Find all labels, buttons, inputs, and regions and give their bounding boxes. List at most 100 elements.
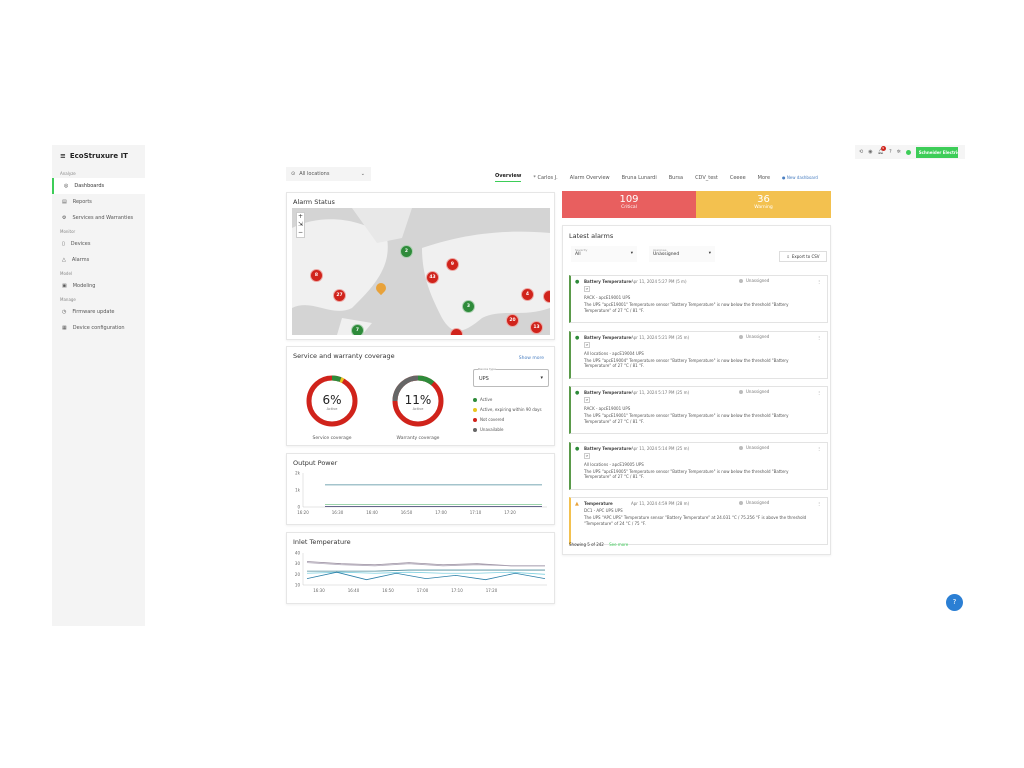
- sidebar-item-label: Dashboards: [74, 183, 105, 189]
- sidebar-item[interactable]: ▦ Device configuration: [52, 320, 145, 336]
- y-tick-label: 0: [297, 505, 300, 510]
- sidebar-item[interactable]: ⚙ Services and Warranties: [52, 210, 145, 226]
- tab[interactable]: CDV_test: [695, 174, 718, 181]
- check-circle-icon: ●: [575, 279, 580, 285]
- alarm-marker[interactable]: 3: [462, 300, 475, 313]
- new-dashboard-button[interactable]: ● New dashboard: [782, 175, 818, 180]
- user-icon[interactable]: ◉: [868, 149, 873, 155]
- card-title: Latest alarms: [569, 232, 614, 240]
- sidebar-item[interactable]: △ Alarms: [52, 252, 145, 268]
- notification-badge: 9: [880, 146, 886, 151]
- sidebar-item[interactable]: ▯ Devices: [52, 236, 145, 252]
- active-arc: [392, 375, 444, 427]
- export-csv-button[interactable]: ⇩ Export to CSV: [779, 251, 827, 262]
- acknowledge-icon[interactable]: ⟳: [584, 397, 590, 403]
- series-line: [306, 571, 546, 581]
- tab[interactable]: Overview: [495, 173, 522, 182]
- alarm-item[interactable]: ● Battery Temperature Apr 11, 2024 5:27 …: [569, 275, 828, 323]
- acknowledge-icon[interactable]: ⟳: [584, 341, 590, 348]
- alarm-marker[interactable]: 13: [530, 321, 543, 334]
- alarm-marker[interactable]: 20: [506, 314, 519, 327]
- tab[interactable]: Bursa: [668, 174, 684, 181]
- alarm-marker[interactable]: 43: [426, 271, 439, 284]
- map[interactable]: + ⇲ − 2 9 43 8 27 3 4 20 13 7: [292, 208, 550, 335]
- tab[interactable]: * Carlos J.: [533, 174, 558, 181]
- warning-summary[interactable]: 36 Warning: [696, 191, 831, 218]
- settings-icon[interactable]: ✲: [896, 149, 901, 155]
- alarm-item[interactable]: ● Battery Temperature Apr 11, 2024 5:17 …: [569, 386, 828, 434]
- alarm-name: Temperature: [584, 501, 613, 506]
- tab[interactable]: Bruna Lunardi: [621, 174, 657, 181]
- help-button[interactable]: ?: [946, 594, 963, 611]
- legend-item: Unavailable: [473, 427, 542, 432]
- tab[interactable]: Ceeee: [729, 174, 746, 181]
- check-circle-icon: ●: [575, 390, 580, 396]
- assignee-status[interactable]: Unassigned: [739, 500, 769, 505]
- x-tick-label: 16:50: [401, 510, 413, 515]
- toolbar: ⟲ ◉ 🔔︎ 9 ? ✲ Schneider Electric: [855, 145, 965, 159]
- app-logo: ≡ EcoStruxure IT: [60, 152, 128, 160]
- alarm-marker[interactable]: 8: [310, 269, 323, 282]
- assignee-status[interactable]: Unassigned: [739, 278, 769, 283]
- more-options-icon[interactable]: ⋮: [817, 334, 821, 340]
- alarm-time: Apr 11, 2024 5:27 PM (5 m): [631, 279, 687, 284]
- assignee-status[interactable]: Unassigned: [739, 389, 769, 394]
- critical-summary[interactable]: 109 Critical: [562, 191, 696, 218]
- show-more-link[interactable]: Show more: [518, 356, 544, 361]
- sidebar-item[interactable]: ▤ Reports: [52, 194, 145, 210]
- alarm-name: Battery Temperature: [584, 445, 632, 451]
- device-type-select[interactable]: Device type UPS ▾: [473, 367, 549, 387]
- alarm-marker[interactable]: 2: [400, 245, 413, 258]
- alarm-name: Battery Temperature: [584, 334, 632, 340]
- card-title: Service and warranty coverage: [293, 352, 395, 360]
- alarm-item[interactable]: ● Battery Temperature Apr 11, 2024 5:21 …: [569, 330, 828, 379]
- y-tick-label: 30: [295, 561, 301, 566]
- assignee-status[interactable]: Unassigned: [739, 334, 769, 339]
- assignee-status[interactable]: Unassigned: [739, 445, 769, 450]
- acknowledge-icon[interactable]: ⟳: [584, 452, 590, 459]
- alarm-item[interactable]: ▲ Temperature Apr 11, 2024 4:59 PM (28 m…: [569, 497, 828, 545]
- more-options-icon[interactable]: ⋮: [817, 390, 821, 395]
- tab[interactable]: Alarm Overview: [569, 174, 610, 181]
- fit-button[interactable]: ⇲: [297, 221, 304, 228]
- x-tick-label: 17:00: [435, 510, 447, 515]
- zoom-in-button[interactable]: +: [297, 213, 304, 220]
- more-options-icon[interactable]: ⋮: [817, 501, 821, 506]
- check-circle-icon: ●: [575, 445, 580, 452]
- bell-icon[interactable]: 🔔︎ 9: [877, 146, 886, 155]
- alarm-marker[interactable]: 7: [351, 324, 364, 335]
- assignee-select[interactable]: Assignee Unassigned ▾: [649, 246, 715, 262]
- alarm-time: Apr 11, 2024 5:14 PM (25 m): [631, 445, 690, 451]
- sidebar-item[interactable]: ◷ Firmware update: [52, 304, 145, 320]
- tab[interactable]: More: [757, 174, 771, 181]
- acknowledge-icon[interactable]: ⟳: [584, 286, 590, 292]
- inlet-temperature-chart: 40 30 20 10 16:30 16:40 16:50 17:00 17:10 17:20: [295, 551, 547, 593]
- alarm-marker[interactable]: [450, 328, 463, 335]
- menu-icon[interactable]: ≡: [60, 152, 66, 160]
- sidebar-item[interactable]: ▣ Modeling: [52, 278, 145, 294]
- service-sub: Active: [327, 407, 338, 411]
- more-options-icon[interactable]: ⋮: [817, 279, 821, 284]
- alarm-marker[interactable]: [543, 290, 550, 303]
- check-circle-icon: ●: [575, 334, 580, 341]
- alarm-marker[interactable]: 27: [333, 289, 346, 302]
- card-title: Output Power: [293, 459, 338, 467]
- alarm-location: DC1 - APC UPS UPS: [584, 508, 623, 513]
- alarm-marker[interactable]: 4: [521, 288, 534, 301]
- severity-select[interactable]: Severity All ▾: [571, 246, 637, 262]
- refresh-icon[interactable]: ⟲: [859, 149, 864, 155]
- location-select[interactable]: ⊙ All locations ⌄: [286, 167, 371, 181]
- warranty-label: Warranty coverage: [397, 435, 440, 441]
- more-options-icon[interactable]: ⋮: [817, 445, 821, 451]
- alarm-location: All locations - apcE19005 UPS: [584, 461, 644, 467]
- alarm-item[interactable]: ● Battery Temperature Apr 11, 2024 5:14 …: [569, 441, 828, 490]
- alarm-marker[interactable]: 9: [446, 258, 459, 271]
- sidebar-item[interactable]: ◎ Dashboards: [52, 178, 145, 194]
- service-label: Service coverage: [313, 435, 352, 441]
- series-line: [307, 569, 545, 572]
- see-more-link[interactable]: See more: [609, 542, 629, 547]
- help-icon[interactable]: ?: [888, 149, 892, 155]
- x-tick-label: 17:00: [417, 588, 429, 593]
- zoom-out-button[interactable]: −: [297, 229, 304, 236]
